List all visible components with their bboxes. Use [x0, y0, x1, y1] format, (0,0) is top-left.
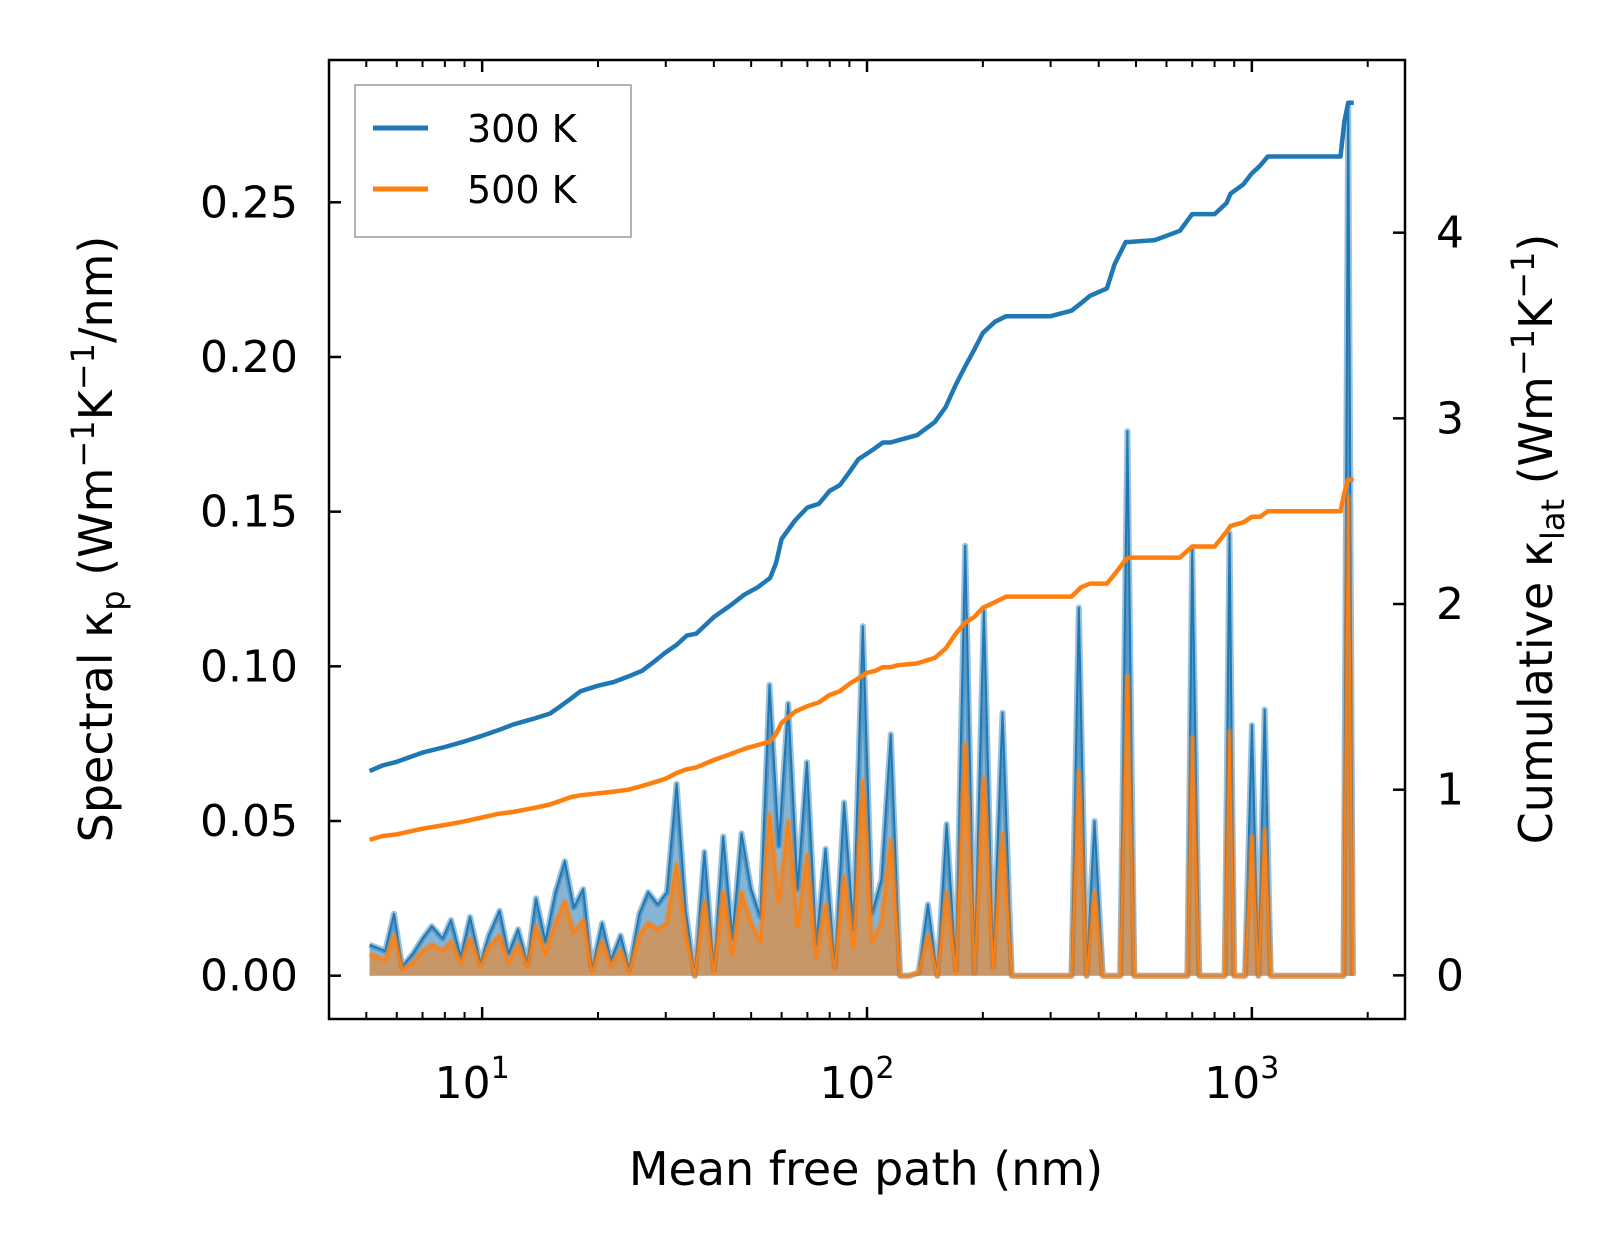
y-left-label-pre: Spectral κ: [69, 611, 123, 843]
spectral-area-500k: [369, 496, 1353, 976]
y-right-tick-label: 4: [1436, 208, 1464, 259]
plot-frame: [327, 58, 1407, 1021]
y-left-label-sup1: −1: [64, 420, 102, 467]
y-right-label-sub: lat: [1534, 499, 1572, 540]
x-tick-label-exponent: 2: [875, 1051, 894, 1086]
y-left-tick-label: 0.20: [200, 332, 298, 383]
legend-label-500k: 500 K: [467, 168, 578, 212]
x-axis-label: Mean free path (nm): [629, 1142, 1103, 1196]
y-right-tick-label: 0: [1436, 950, 1464, 1001]
x-tick-label-exponent: 1: [491, 1051, 510, 1086]
cumulative-line-300k: [368, 100, 1354, 774]
x-tick-label-base: 10: [1204, 1058, 1260, 1109]
y-left-tick-label: 0.25: [200, 177, 298, 228]
y-right-label-mid: (Wm: [1509, 376, 1563, 499]
x-tick-label-base: 10: [435, 1058, 491, 1109]
legend-box: [354, 84, 632, 238]
y-right-tick-label: 2: [1436, 579, 1464, 630]
y-left-axis-ticks: 0.00 0.05 0.10 0.15 0.20 0.25: [200, 177, 341, 1002]
y-right-tick-label: 3: [1436, 393, 1464, 444]
y-left-tick-label: 0.05: [200, 796, 298, 847]
y-left-tick-label: 0.00: [200, 951, 298, 1002]
legend: 300 K 500 K: [354, 84, 632, 238]
y-left-label-post: /nm): [69, 236, 123, 343]
y-right-label-mid2: K: [1509, 297, 1563, 329]
y-right-label-post: ): [1509, 234, 1563, 252]
spectral-line-500k: [369, 495, 1354, 977]
y-right-axis-label: Cumulative κlat (Wm−1K−1): [1504, 234, 1572, 845]
y-right-label-pre: Cumulative κ: [1509, 540, 1563, 844]
y-right-label-sup1: −1: [1504, 329, 1542, 376]
x-tick-label: 101: [435, 1051, 510, 1109]
spectral-line-layer: [368, 103, 1356, 979]
x-tick-label: 103: [1204, 1051, 1279, 1109]
x-tick-label: 102: [819, 1051, 894, 1109]
y-left-label-mid: (Wm: [69, 468, 123, 591]
x-tick-label-base: 10: [819, 1058, 875, 1109]
x-axis-ticks: 101 102 103: [328, 60, 1369, 1109]
y-left-tick-label: 0.10: [200, 641, 298, 692]
cumulative-line-layer: [368, 100, 1354, 842]
y-left-label-sup2: −1: [64, 343, 102, 390]
y-left-label-sub: p: [94, 590, 132, 610]
y-right-tick-label: 1: [1436, 765, 1464, 816]
cumulative-line-500k: [368, 477, 1354, 842]
y-right-axis-ticks: 0 1 2 3 4: [1393, 208, 1464, 1001]
y-left-axis-label: Spectral κp (Wm−1K−1/nm): [64, 236, 132, 843]
x-tick-label-exponent: 3: [1260, 1051, 1279, 1086]
legend-label-300k: 300 K: [467, 107, 578, 151]
y-left-label-mid2: K: [69, 388, 123, 420]
y-right-label-sup2: −1: [1504, 252, 1542, 299]
y-left-tick-label: 0.15: [200, 487, 298, 538]
